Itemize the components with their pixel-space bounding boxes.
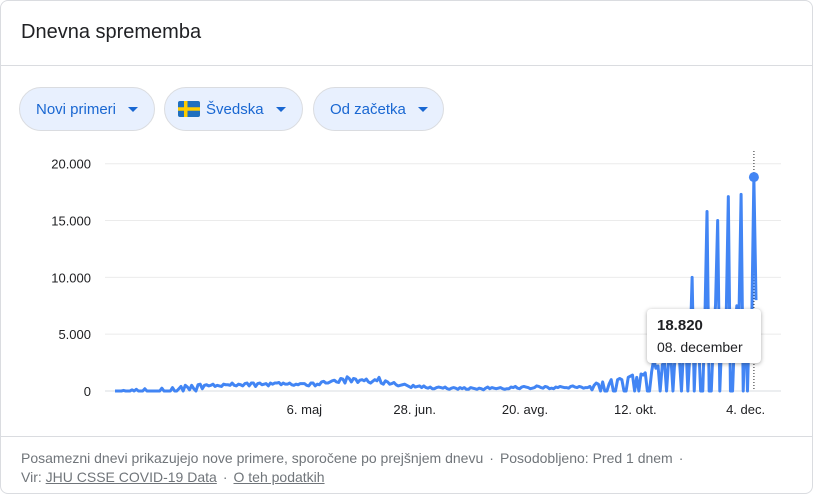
y-tick-label: 10.000 <box>51 270 91 285</box>
series-line <box>115 175 758 393</box>
footer-note: Posamezni dnevi prikazujejo nove primere… <box>21 450 484 466</box>
tooltip-value: 18.820 <box>657 317 703 334</box>
tooltip-date: 08. december <box>657 339 743 355</box>
y-tick-label: 5.000 <box>58 327 91 342</box>
metric-dropdown[interactable]: Novi primeri <box>19 87 155 131</box>
x-tick-label: 6. maj <box>287 402 323 417</box>
daily-change-chart[interactable]: 0 5.000 10.000 15.000 20.000 6. maj 28. jun. 20… <box>1 141 812 431</box>
y-tick-label: 15.000 <box>51 214 91 229</box>
footer-line-2: Vir: JHU CSSE COVID-19 Data · O teh podatk… <box>21 468 689 487</box>
x-tick-label: 12. okt. <box>614 402 657 417</box>
sweden-flag-icon <box>178 101 200 117</box>
range-dropdown[interactable]: Od začetka <box>313 87 444 131</box>
country-dropdown-label: Švedska <box>206 100 264 118</box>
highlight-point <box>748 172 759 183</box>
x-tick-label: 4. dec. <box>726 402 765 417</box>
chevron-down-icon <box>128 106 139 112</box>
chart-tooltip: 18.820 08. december <box>647 309 761 363</box>
chevron-down-icon <box>275 106 286 112</box>
x-tick-label: 20. avg. <box>502 402 548 417</box>
footer-line-1: Posamezni dnevi prikazujejo nove primere… <box>21 449 689 468</box>
chevron-down-icon <box>417 106 428 112</box>
footer-separator: · <box>489 450 494 466</box>
source-link[interactable]: JHU CSSE COVID-19 Data <box>45 469 217 485</box>
footer-separator: · <box>222 469 228 485</box>
metric-dropdown-label: Novi primeri <box>36 100 117 118</box>
footer-divider <box>1 436 812 437</box>
footer-separator: · <box>678 450 684 466</box>
source-label: Vir: <box>21 469 42 485</box>
footer: Posamezni dnevi prikazujejo nove primere… <box>21 449 689 487</box>
y-tick-label: 20.000 <box>51 157 91 172</box>
y-tick-label: 0 <box>84 384 91 399</box>
about-data-link[interactable]: O teh podatkih <box>233 469 325 485</box>
header-divider <box>1 65 812 66</box>
country-dropdown[interactable]: Švedska <box>164 87 303 131</box>
x-tick-label: 28. jun. <box>393 402 436 417</box>
footer-updated: Posodobljeno: Pred 1 dnem <box>499 450 673 466</box>
range-dropdown-label: Od začetka <box>330 100 406 118</box>
page-title: Dnevna sprememba <box>21 21 202 43</box>
